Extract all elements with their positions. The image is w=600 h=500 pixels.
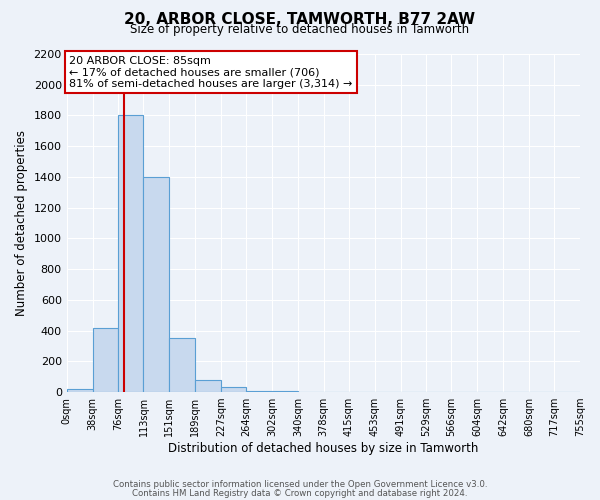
Bar (195, 380, 221, 392)
Bar (118, 116, 143, 392)
Text: Contains public sector information licensed under the Open Government Licence v3: Contains public sector information licen… (113, 480, 487, 489)
Text: 20, ARBOR CLOSE, TAMWORTH, B77 2AW: 20, ARBOR CLOSE, TAMWORTH, B77 2AW (124, 12, 476, 28)
Bar (92, 328, 118, 392)
Bar (246, 390, 272, 392)
Bar (221, 388, 246, 392)
Text: Size of property relative to detached houses in Tamworth: Size of property relative to detached ho… (130, 22, 470, 36)
X-axis label: Distribution of detached houses by size in Tamworth: Distribution of detached houses by size … (168, 442, 479, 455)
Text: 20 ARBOR CLOSE: 85sqm
← 17% of detached houses are smaller (706)
81% of semi-det: 20 ARBOR CLOSE: 85sqm ← 17% of detached … (69, 56, 353, 89)
Text: Contains HM Land Registry data © Crown copyright and database right 2024.: Contains HM Land Registry data © Crown c… (132, 488, 468, 498)
Y-axis label: Number of detached properties: Number of detached properties (15, 130, 28, 316)
Bar (67, 389, 92, 392)
Bar (143, 177, 169, 392)
Bar (169, 338, 195, 392)
